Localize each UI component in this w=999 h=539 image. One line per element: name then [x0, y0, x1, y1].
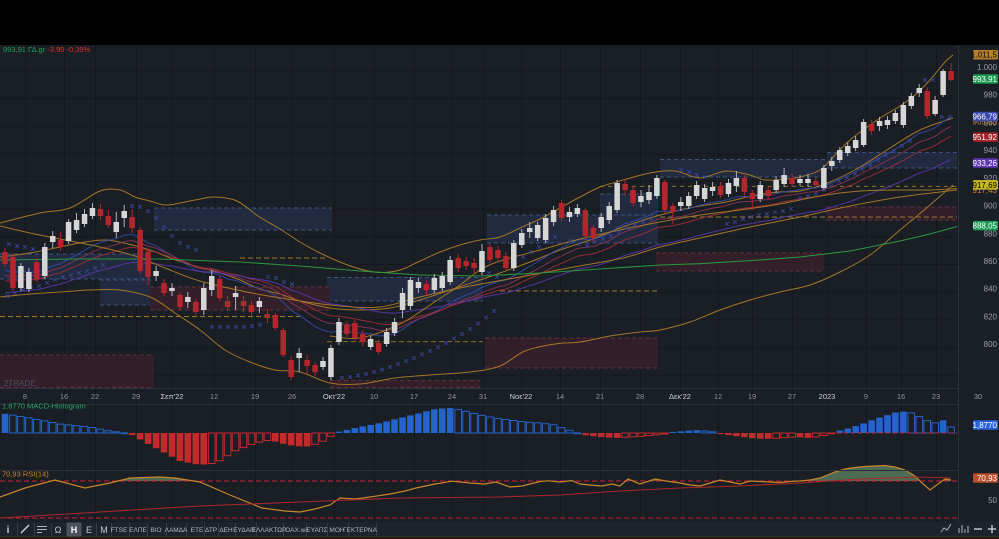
svg-text:E: E: [86, 525, 92, 535]
svg-text:21: 21: [596, 392, 604, 401]
svg-text:10: 10: [370, 392, 378, 401]
svg-text:19: 19: [748, 392, 756, 401]
svg-text:30: 30: [974, 392, 982, 401]
svg-text:i: i: [7, 525, 10, 536]
svg-text:17: 17: [410, 392, 418, 401]
svg-text:12: 12: [210, 392, 218, 401]
svg-text:1,8770: 1,8770: [973, 421, 998, 430]
svg-text:ΕΥΑΠΣ: ΕΥΑΠΣ: [306, 527, 327, 534]
svg-text:H: H: [71, 525, 78, 535]
svg-text:Οκτ'22: Οκτ'22: [323, 392, 345, 401]
svg-text:31: 31: [479, 392, 487, 401]
svg-text:50: 50: [988, 496, 997, 505]
svg-text:ΕΥΔΑΠ: ΕΥΔΑΠ: [233, 527, 255, 534]
svg-text:917,43: 917,43: [973, 186, 998, 195]
svg-text:14: 14: [556, 392, 564, 401]
svg-text:M: M: [100, 525, 108, 535]
svg-text:880: 880: [984, 229, 998, 238]
svg-text:951,92: 951,92: [973, 133, 998, 142]
svg-text:2023: 2023: [819, 392, 836, 401]
svg-text:993,91 ΓΔ.gr -3,90 -0,39%: 993,91 ΓΔ.gr -3,90 -0,39%: [3, 45, 91, 54]
svg-text:8: 8: [23, 392, 27, 401]
svg-text:ΕΛΠΕ: ΕΛΠΕ: [129, 527, 147, 534]
svg-text:965,83: 965,83: [973, 118, 998, 127]
svg-text:29: 29: [132, 392, 140, 401]
svg-text:940: 940: [984, 146, 998, 155]
svg-text:1.011,5: 1.011,5: [971, 51, 998, 60]
svg-text:Σεπ'22: Σεπ'22: [161, 392, 184, 401]
svg-text:ΛΑΜΔΑ: ΛΑΜΔΑ: [165, 527, 188, 534]
svg-text:Δεκ'22: Δεκ'22: [669, 392, 691, 401]
svg-text:993,91: 993,91: [973, 75, 998, 84]
svg-text:820: 820: [984, 312, 998, 321]
svg-text:1,8770 MACD-Histogram: 1,8770 MACD-Histogram: [2, 402, 86, 411]
svg-text:1.000: 1.000: [977, 63, 998, 72]
svg-text:966,79: 966,79: [973, 113, 998, 122]
svg-text:27: 27: [788, 392, 796, 401]
svg-text:FTSE: FTSE: [111, 527, 128, 534]
svg-text:ΕΛΛΑΚΤΩΡ: ΕΛΛΑΚΤΩΡ: [252, 527, 287, 534]
svg-text:19: 19: [251, 392, 259, 401]
svg-text:920: 920: [984, 174, 998, 183]
svg-text:2TRADE: 2TRADE: [4, 379, 36, 388]
svg-text:900: 900: [984, 202, 998, 211]
svg-text:917,69: 917,69: [973, 181, 998, 190]
svg-text:ΟΑΧ.wi: ΟΑΧ.wi: [285, 527, 307, 534]
svg-text:860: 860: [984, 257, 998, 266]
svg-text:ΔΤΡ: ΔΤΡ: [205, 527, 217, 534]
svg-text:ΓΕΚΤΕΡΝΑ: ΓΕΚΤΕΡΝΑ: [343, 527, 378, 534]
svg-text:960: 960: [984, 119, 998, 128]
svg-text:Νοε'22: Νοε'22: [510, 392, 533, 401]
svg-text:26: 26: [288, 392, 296, 401]
svg-text:28: 28: [636, 392, 644, 401]
svg-text:70,93: 70,93: [977, 474, 998, 483]
svg-text:Ω: Ω: [55, 525, 62, 535]
svg-text:933,26: 933,26: [973, 159, 998, 168]
svg-text:ΜΟΗ: ΜΟΗ: [329, 527, 344, 534]
svg-text:70,93 RSI(14): 70,93 RSI(14): [2, 470, 49, 479]
svg-text:ΒΙΟ: ΒΙΟ: [150, 527, 161, 534]
svg-text:888,05: 888,05: [973, 222, 998, 231]
svg-text:12: 12: [714, 392, 722, 401]
svg-text:24: 24: [448, 392, 456, 401]
svg-text:980: 980: [984, 91, 998, 100]
svg-text:9: 9: [864, 392, 868, 401]
svg-text:16: 16: [897, 392, 905, 401]
svg-text:800: 800: [984, 340, 998, 349]
svg-text:16: 16: [60, 392, 68, 401]
svg-text:ΕΤΕ: ΕΤΕ: [191, 527, 204, 534]
svg-text:22: 22: [91, 392, 99, 401]
svg-text:ΔΕΗ: ΔΕΗ: [219, 527, 233, 534]
svg-text:23: 23: [932, 392, 940, 401]
svg-text:840: 840: [984, 285, 998, 294]
